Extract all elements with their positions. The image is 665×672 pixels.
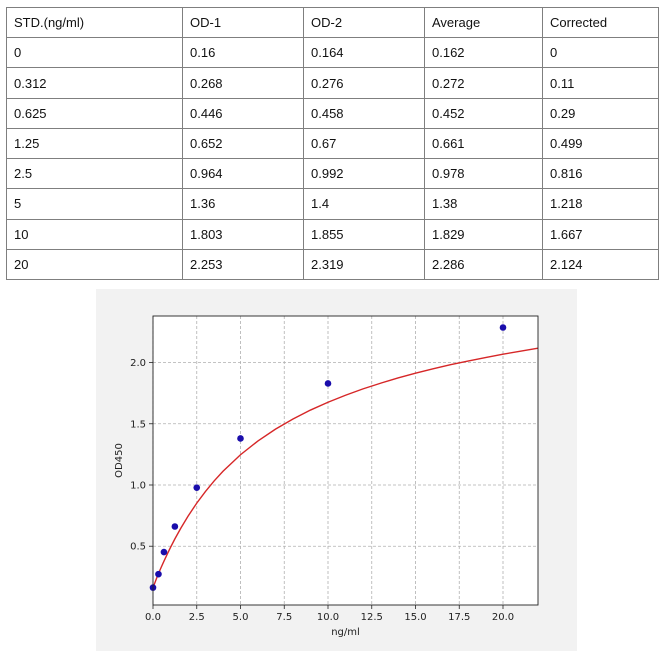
x-tick-label: 7.5 bbox=[276, 612, 292, 623]
data-point bbox=[155, 570, 162, 578]
cell-corrected: 1.218 bbox=[542, 188, 659, 220]
cell-od-1: 1.36 bbox=[182, 188, 304, 220]
cell-std-conc: 0 bbox=[6, 37, 183, 69]
cell-std-conc: 1.25 bbox=[6, 127, 183, 160]
cell-std-conc: 2.5 bbox=[6, 158, 183, 190]
cell-std-conc: 10 bbox=[6, 218, 183, 250]
data-point bbox=[193, 484, 201, 491]
cell-od-1: 0.652 bbox=[182, 127, 304, 160]
cell-corrected: 0 bbox=[542, 37, 659, 69]
cell-corrected: 0.29 bbox=[542, 97, 659, 129]
cell-std-conc: 0.625 bbox=[6, 97, 183, 129]
cell-corrected: 1.667 bbox=[542, 218, 659, 250]
standard-curve-table: STD.(ng/ml) OD-1 OD-2 Average Corrected 0 0.16… bbox=[6, 6, 659, 281]
cell-od-2: 0.67 bbox=[303, 127, 425, 160]
x-tick-label: 20.0 bbox=[492, 612, 514, 623]
data-point bbox=[171, 523, 179, 530]
cell-od-1: 0.964 bbox=[182, 158, 304, 190]
header-od-2: OD-2 bbox=[303, 6, 425, 39]
cell-std-conc: 20 bbox=[6, 248, 183, 281]
cell-average: 1.829 bbox=[424, 218, 543, 250]
x-tick-label: 17.5 bbox=[448, 612, 470, 623]
cell-std-conc: 5 bbox=[6, 188, 183, 220]
table-row: 0.625 0.446 0.458 0.452 0.29 bbox=[6, 97, 659, 129]
table-row: 20 2.253 2.319 2.286 2.124 bbox=[6, 248, 659, 281]
y-tick-label: 1.0 bbox=[130, 480, 146, 491]
header-od-1: OD-1 bbox=[182, 6, 304, 39]
cell-corrected: 0.11 bbox=[542, 67, 659, 99]
cell-od-2: 0.992 bbox=[303, 158, 425, 190]
cell-od-1: 0.16 bbox=[182, 37, 304, 69]
plot-frame bbox=[152, 315, 539, 606]
cell-od-2: 2.319 bbox=[303, 248, 425, 281]
cell-corrected: 0.499 bbox=[542, 127, 659, 160]
cell-corrected: 0.816 bbox=[542, 158, 659, 190]
cell-average: 2.286 bbox=[424, 248, 543, 281]
y-tick-label: 1.5 bbox=[130, 419, 146, 430]
standard-curve-chart: 0.0 2.5 5.0 7.5 10.0 12.5 15.0 17.5 20.0 0.5 1.0 1.… bbox=[114, 315, 539, 638]
table-row: 2.5 0.964 0.992 0.978 0.816 bbox=[6, 158, 659, 190]
header-std-conc: STD.(ng/ml) bbox=[6, 6, 183, 39]
header-corrected: Corrected bbox=[542, 6, 659, 39]
table-row: 1.25 0.652 0.67 0.661 0.499 bbox=[6, 127, 659, 160]
cell-average: 0.272 bbox=[424, 67, 543, 99]
cell-od-2: 1.855 bbox=[303, 218, 425, 250]
cell-corrected: 2.124 bbox=[542, 248, 659, 281]
plot-area bbox=[153, 316, 538, 605]
cell-od-2: 0.276 bbox=[303, 67, 425, 99]
data-point bbox=[324, 380, 332, 387]
data-point bbox=[237, 435, 244, 442]
y-tick-label: 0.5 bbox=[130, 542, 146, 553]
table-row: 5 1.36 1.4 1.38 1.218 bbox=[6, 188, 659, 220]
cell-average: 0.162 bbox=[424, 37, 543, 69]
x-tick-label: 12.5 bbox=[361, 612, 383, 623]
table-header-row: STD.(ng/ml) OD-1 OD-2 Average Corrected bbox=[6, 6, 659, 39]
cell-od-1: 1.803 bbox=[182, 218, 304, 250]
cell-od-2: 0.164 bbox=[303, 37, 425, 69]
x-tick-label: 15.0 bbox=[404, 612, 426, 623]
cell-average: 1.38 bbox=[424, 188, 543, 220]
cell-average: 0.452 bbox=[424, 97, 543, 129]
fit-curve bbox=[152, 347, 539, 588]
table-row: 0 0.16 0.164 0.162 0 bbox=[6, 37, 659, 69]
x-axis-label: ng/ml bbox=[331, 627, 360, 638]
x-tick-label: 0.0 bbox=[145, 612, 161, 623]
data-point bbox=[160, 548, 168, 556]
standard-curve-figure: 0.0 2.5 5.0 7.5 10.0 12.5 15.0 17.5 20.0 0.5 1.0 1.… bbox=[96, 289, 577, 651]
cell-od-2: 1.4 bbox=[303, 188, 425, 220]
header-average: Average bbox=[424, 6, 543, 39]
y-tick-label: 2.0 bbox=[130, 358, 146, 369]
cell-od-1: 0.446 bbox=[182, 97, 304, 129]
x-tick-label: 2.5 bbox=[189, 612, 205, 623]
cell-std-conc: 0.312 bbox=[6, 67, 183, 99]
table-row: 10 1.803 1.855 1.829 1.667 bbox=[6, 218, 659, 250]
x-tick-label: 10.0 bbox=[317, 612, 339, 623]
x-tick-label: 5.0 bbox=[233, 612, 249, 623]
y-axis-label: OD450 bbox=[114, 443, 125, 478]
cell-average: 0.661 bbox=[424, 127, 543, 160]
cell-od-1: 2.253 bbox=[182, 248, 304, 281]
cell-od-1: 0.268 bbox=[182, 67, 304, 99]
table-row: 0.312 0.268 0.276 0.272 0.11 bbox=[6, 67, 659, 99]
cell-average: 0.978 bbox=[424, 158, 543, 190]
data-point bbox=[499, 324, 507, 331]
cell-od-2: 0.458 bbox=[303, 97, 425, 129]
